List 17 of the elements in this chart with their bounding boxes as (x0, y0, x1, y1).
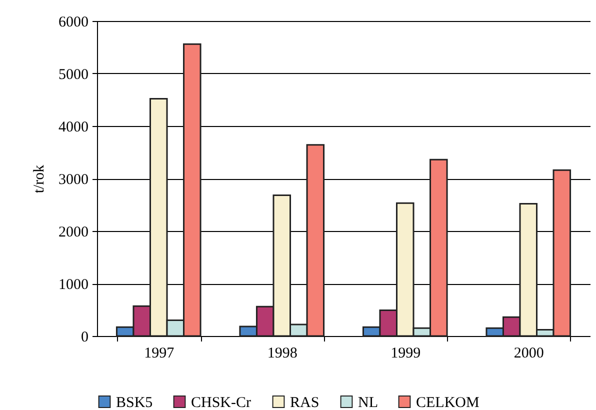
y-tick-label: 0 (81, 330, 88, 346)
legend-label: BSK5 (116, 394, 153, 410)
y-tick-label: 3000 (58, 172, 88, 188)
y-axis-title: t/rok (32, 164, 48, 194)
legend-label: CELKOM (416, 394, 480, 410)
y-tick-label: 4000 (58, 120, 88, 136)
y-tick-label: 1000 (58, 277, 88, 293)
legend-label: NL (358, 394, 378, 410)
y-tick-label: 6000 (58, 14, 88, 30)
legend-label: RAS (290, 394, 320, 410)
x-tick-label: 1997 (144, 346, 175, 362)
x-tick-label: 1998 (267, 346, 298, 362)
x-tick-label: 1999 (390, 346, 421, 362)
legend-label: CHSK-Cr (191, 394, 252, 410)
x-tick-label: 2000 (514, 346, 544, 362)
y-tick-label: 5000 (58, 67, 88, 83)
y-tick-label: 2000 (58, 224, 88, 240)
